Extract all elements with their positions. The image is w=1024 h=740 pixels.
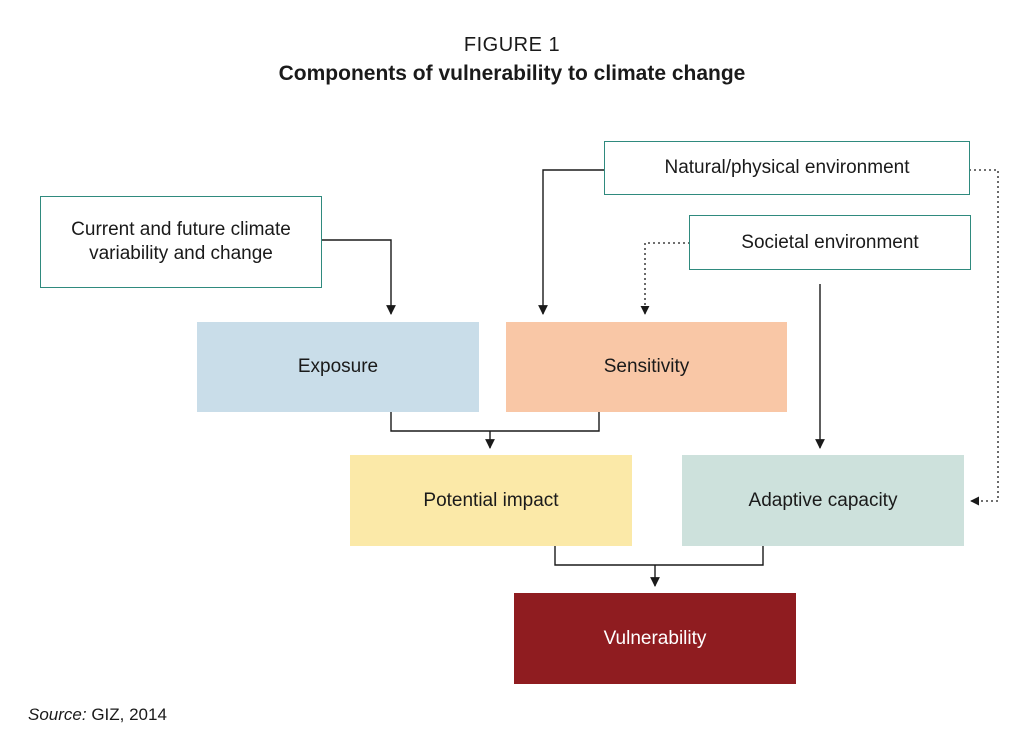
source-label: Source:	[28, 705, 87, 724]
societal-environment-label: Societal environment	[741, 231, 919, 253]
potential-impact-label: Potential impact	[423, 489, 559, 511]
bracket-impact-adaptive	[554, 546, 764, 566]
vulnerability-box: Vulnerability	[514, 593, 796, 684]
adaptive-capacity-label: Adaptive capacity	[748, 489, 898, 511]
figure-title: Components of vulnerability to climate c…	[278, 62, 746, 85]
bracket-exposure-sensitivity	[390, 412, 600, 432]
source-text: GIZ, 2014	[86, 705, 167, 724]
arrow-climate-to-exposure	[321, 239, 396, 315]
sensitivity-label: Sensitivity	[603, 356, 690, 377]
societal-environment-box: Societal environment	[689, 215, 971, 270]
exposure-label: Exposure	[297, 356, 379, 377]
sensitivity-box: Sensitivity	[506, 322, 787, 412]
figure-label: FIGURE 1	[463, 34, 561, 56]
natural-environment-box: Natural/physical environment	[604, 141, 970, 195]
exposure-box: Exposure	[197, 322, 479, 412]
potential-impact-box: Potential impact	[350, 455, 632, 546]
natural-environment-label: Natural/physical environment	[664, 157, 910, 178]
vulnerability-label: Vulnerability	[603, 627, 707, 649]
adaptive-capacity-box: Adaptive capacity	[682, 455, 964, 546]
arrow-natural-to-adaptive	[969, 169, 999, 506]
climate-box: Current and future climate variability a…	[40, 196, 322, 288]
climate-label: Current and future climate variability a…	[71, 219, 291, 264]
source-note: Source: GIZ, 2014	[28, 705, 167, 725]
arrow-natural-to-sensitivity	[538, 169, 605, 315]
arrow-societal-to-sensitivity	[640, 242, 690, 315]
